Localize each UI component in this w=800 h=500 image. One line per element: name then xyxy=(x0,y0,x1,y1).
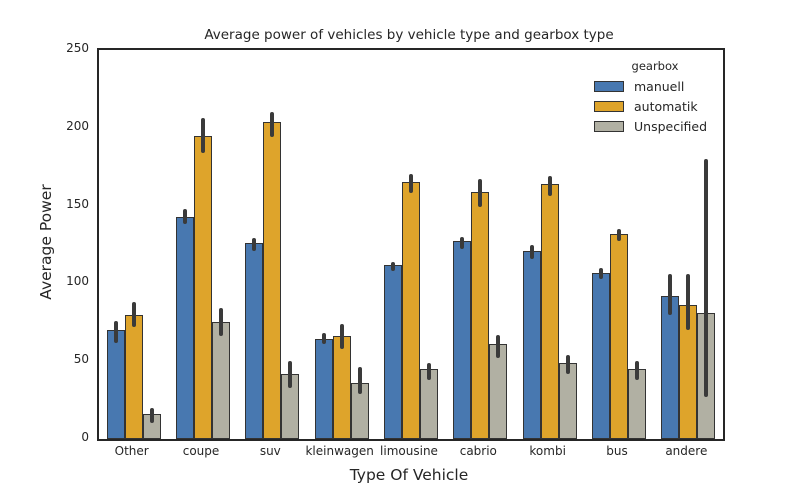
y-tick-100: 100 xyxy=(66,274,89,289)
legend-swatch-Unspecified xyxy=(594,121,624,132)
bar-Unspecified-cabrio xyxy=(489,344,508,439)
y-tick-50: 50 xyxy=(73,352,89,367)
bar-automatik-bus xyxy=(610,233,628,439)
x-tick-kleinwagen: kleinwagen xyxy=(305,444,374,458)
bar-automatik-suv xyxy=(263,121,282,439)
x-axis-tick-labels: Other coupe suv kleinwagen limousine cabrio ko… xyxy=(97,444,721,460)
y-axis-tick-labels: 0 50 100 150 200 250 xyxy=(55,41,89,444)
x-tick-suv: suv xyxy=(259,444,281,458)
error-bar-manuell-limousine xyxy=(391,261,395,271)
error-bar-Unspecified-limousine xyxy=(427,362,431,380)
error-bar-automatik-cabrio xyxy=(478,179,483,208)
error-bar-automatik-limousine xyxy=(409,174,413,194)
error-bar-manuell-Other xyxy=(113,320,118,343)
error-bar-automatik-kombi xyxy=(547,176,552,197)
legend: gearbox manuell automatik Unspecified xyxy=(594,59,716,139)
error-bar-Unspecified-kombi xyxy=(565,354,570,374)
error-bar-manuell-suv xyxy=(252,238,257,251)
bar-manuell-andere xyxy=(661,295,680,439)
x-tick-limousine: limousine xyxy=(380,444,438,458)
x-tick-coupe: coupe xyxy=(182,444,220,458)
error-bar-Unspecified-coupe xyxy=(219,308,223,337)
error-bar-Unspecified-andere xyxy=(704,158,709,397)
bar-manuell-cabrio xyxy=(453,241,472,439)
error-bar-automatik-bus xyxy=(617,228,621,242)
x-axis-label: Type Of Vehicle xyxy=(349,466,469,484)
error-bar-Unspecified-cabrio xyxy=(496,334,501,359)
y-axis-label: Average Power xyxy=(37,184,55,300)
error-bar-Unspecified-Other xyxy=(149,407,154,424)
bar-manuell-suv xyxy=(245,242,264,439)
legend-swatch-automatik xyxy=(594,101,624,112)
chart-title: Average power of vehicles by vehicle typ… xyxy=(204,27,614,43)
bar-manuell-kleinwagen xyxy=(314,339,333,439)
y-tick-250: 250 xyxy=(66,41,89,55)
error-bar-automatik-andere xyxy=(686,274,691,331)
error-bar-automatik-Other xyxy=(131,302,136,327)
legend-item-Unspecified: Unspecified xyxy=(594,119,716,134)
x-tick-bus: bus xyxy=(606,444,628,458)
bar-manuell-coupe xyxy=(176,216,194,439)
x-tick-andere: andere xyxy=(665,444,708,458)
bar-manuell-limousine xyxy=(384,264,402,439)
error-bar-Unspecified-bus xyxy=(635,361,639,380)
legend-item-automatik: automatik xyxy=(594,99,716,114)
error-bar-manuell-kleinwagen xyxy=(321,333,326,345)
legend-label-automatik: automatik xyxy=(634,99,698,114)
x-tick-cabrio: cabrio xyxy=(459,444,497,458)
error-bar-manuell-andere xyxy=(668,274,673,315)
bar-automatik-limousine xyxy=(402,182,420,439)
error-bar-manuell-coupe xyxy=(183,208,187,225)
bar-automatik-kombi xyxy=(540,183,559,439)
error-bar-automatik-kleinwagen xyxy=(339,323,344,349)
bar-manuell-Other xyxy=(106,330,125,439)
y-tick-150: 150 xyxy=(66,196,89,211)
bar-manuell-bus xyxy=(592,272,610,439)
legend-title: gearbox xyxy=(631,59,679,73)
legend-item-manuell: manuell xyxy=(594,79,716,94)
x-tick-Other: Other xyxy=(114,444,149,458)
error-bar-Unspecified-kleinwagen xyxy=(357,367,362,394)
error-bar-Unspecified-suv xyxy=(288,361,293,388)
bar-Unspecified-coupe xyxy=(212,322,230,439)
y-tick-200: 200 xyxy=(66,118,89,133)
bar-Unspecified-kombi xyxy=(558,362,577,439)
legend-label-Unspecified: Unspecified xyxy=(634,119,708,134)
plot-area xyxy=(97,48,725,441)
legend-label-manuell: manuell xyxy=(634,79,685,94)
error-bar-manuell-bus xyxy=(599,267,603,279)
bar-automatik-coupe xyxy=(194,135,212,439)
bar-automatik-cabrio xyxy=(471,191,490,439)
error-bar-automatik-suv xyxy=(270,112,275,138)
x-tick-kombi: kombi xyxy=(529,444,566,458)
bar-automatik-kleinwagen xyxy=(332,336,351,439)
y-tick-0: 0 xyxy=(81,430,89,444)
bar-automatik-Other xyxy=(124,314,143,439)
bar-manuell-kombi xyxy=(522,250,541,439)
legend-swatch-manuell xyxy=(594,81,624,92)
error-bar-manuell-kombi xyxy=(529,244,534,259)
error-bar-manuell-cabrio xyxy=(460,236,465,250)
error-bar-automatik-coupe xyxy=(201,118,205,153)
